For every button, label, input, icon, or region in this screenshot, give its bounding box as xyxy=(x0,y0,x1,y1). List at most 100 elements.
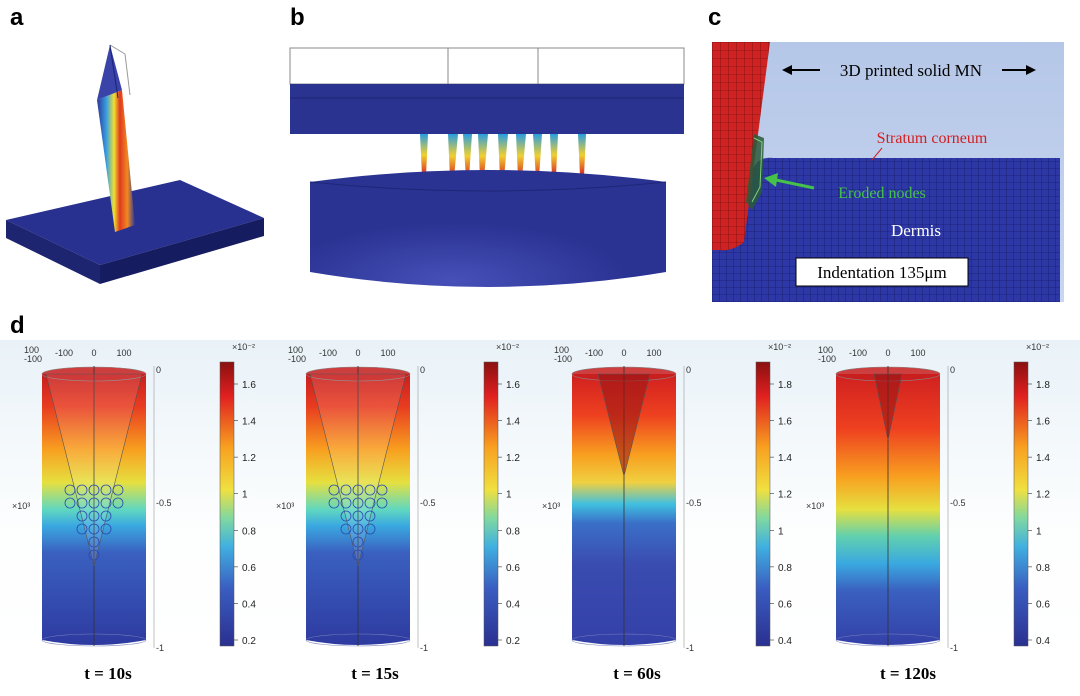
colorbar-multiplier: ×10⁻² xyxy=(496,342,519,352)
particle-mark xyxy=(100,497,112,509)
colorbar-tick-label: 1 xyxy=(242,490,248,501)
particle-mark xyxy=(340,497,352,509)
particle-mark xyxy=(352,510,364,522)
right-tick-label: -1 xyxy=(156,643,164,653)
colorbar xyxy=(755,361,771,647)
colorbar-tick-label: 0.6 xyxy=(506,563,520,574)
time-label-15s: t = 15s xyxy=(351,664,399,683)
colorbar-multiplier: ×10⁻² xyxy=(232,342,255,352)
particle-mark xyxy=(88,510,100,522)
colorbar xyxy=(483,361,499,647)
corner-tick-label: -100 xyxy=(288,354,306,364)
colorbar-tick-label: 0.2 xyxy=(242,636,256,647)
particle-mark xyxy=(88,536,100,548)
corner-tick-label: 100 xyxy=(24,345,39,355)
colorbar-tick-label: 1.2 xyxy=(506,453,520,464)
colorbar-tick-label: 1.2 xyxy=(778,490,792,501)
top-tick-label: 0 xyxy=(355,348,360,358)
particle-mark xyxy=(76,510,88,522)
corner-tick-label: -100 xyxy=(818,354,836,364)
particle-mark xyxy=(76,484,88,496)
top-tick-label: 100 xyxy=(116,348,131,358)
colorbar-tick-label: 1.2 xyxy=(1036,490,1050,501)
particle-mark xyxy=(88,497,100,509)
corner-tick-label: 100 xyxy=(554,345,569,355)
colorbar-tick-label: 0.8 xyxy=(242,526,256,537)
colorbar-tick-label: 1 xyxy=(1036,526,1042,537)
colorbar-tick-label: 1.4 xyxy=(242,417,256,428)
corner-tick-label: -100 xyxy=(554,354,572,364)
microneedle-mesh xyxy=(712,42,770,251)
panel-d-plots: -100 0 100100-1000-0.5-1×10³×10⁻²1.61.41.2… xyxy=(12,342,1050,653)
top-tick-label: -100 xyxy=(585,348,603,358)
y-multiplier: ×10³ xyxy=(12,501,30,511)
particle-mark xyxy=(88,549,100,561)
top-tick-label: -100 xyxy=(849,348,867,358)
upper-plate xyxy=(290,84,684,134)
microneedle-cone xyxy=(45,373,143,567)
label-stratum-corneum: Stratum corneum xyxy=(877,130,988,147)
particle-mark xyxy=(340,510,352,522)
colorbar-tick-label: 0.4 xyxy=(506,599,520,610)
corner-tick-label: -100 xyxy=(24,354,42,364)
label-3d-printed-mn: 3D printed solid MN xyxy=(840,61,982,80)
colorbar-tick-label: 1.2 xyxy=(242,453,256,464)
label-eroded-nodes: Eroded nodes xyxy=(838,185,926,202)
y-multiplier: ×10³ xyxy=(806,501,824,511)
particle-mark xyxy=(364,497,376,509)
top-tick-label: 100 xyxy=(910,348,925,358)
base-right-face xyxy=(100,218,264,284)
colorbar-tick-label: 1.6 xyxy=(778,417,792,428)
particle-mark xyxy=(376,484,388,496)
right-tick-label: -0.5 xyxy=(156,498,172,508)
right-tick-label: 0 xyxy=(686,365,691,375)
colorbar-tick-label: 0.6 xyxy=(778,599,792,610)
base-left-face xyxy=(6,220,100,284)
colorbar-tick-label: 0.6 xyxy=(1036,599,1050,610)
colorbar-multiplier: ×10⁻² xyxy=(1026,342,1049,352)
microneedle-array xyxy=(420,134,586,178)
label-dermis: Dermis xyxy=(891,221,941,240)
skin-cylinder xyxy=(310,170,666,287)
particle-mark xyxy=(328,484,340,496)
time-label-120s: t = 120s xyxy=(880,664,936,683)
panel-b-render xyxy=(289,47,685,287)
particle-mark xyxy=(64,484,76,496)
panel-letter-c: c xyxy=(708,4,722,31)
top-tick-label: -100 xyxy=(319,348,337,358)
top-tick-label: -100 xyxy=(55,348,73,358)
colorbar-tick-label: 1 xyxy=(778,526,784,537)
right-tick-label: -0.5 xyxy=(950,498,966,508)
panel-a-render xyxy=(6,44,264,284)
particle-mark xyxy=(364,484,376,496)
right-tick-label: 0 xyxy=(950,365,955,375)
right-tick-label: -0.5 xyxy=(420,498,436,508)
colorbar-tick-label: 0.6 xyxy=(242,563,256,574)
particle-mark xyxy=(76,497,88,509)
colorbar-tick-label: 0.8 xyxy=(778,563,792,574)
right-tick-label: -1 xyxy=(686,643,694,653)
colorbar-tick-label: 0.4 xyxy=(1036,636,1050,647)
particle-mark xyxy=(364,510,376,522)
right-tick-label: -0.5 xyxy=(686,498,702,508)
top-tick-label: 0 xyxy=(885,348,890,358)
panel-letter-b: b xyxy=(290,4,305,31)
particle-mark xyxy=(100,523,112,535)
colorbar-tick-label: 1.6 xyxy=(242,380,256,391)
particle-mark xyxy=(376,497,388,509)
colorbar xyxy=(1013,361,1029,647)
microneedle-cone xyxy=(597,373,651,477)
particle-mark xyxy=(76,523,88,535)
y-multiplier: ×10³ xyxy=(276,501,294,511)
colorbar-tick-label: 1.4 xyxy=(778,453,792,464)
particle-mark xyxy=(112,497,124,509)
colorbar-tick-label: 1.6 xyxy=(1036,417,1050,428)
particle-mark xyxy=(340,523,352,535)
eroded-nodes xyxy=(746,134,764,210)
corner-tick-label: 100 xyxy=(288,345,303,355)
corner-tick-label: 100 xyxy=(818,345,833,355)
particle-mark xyxy=(352,536,364,548)
particle-mark xyxy=(352,497,364,509)
particle-mark xyxy=(352,549,364,561)
colorbar-tick-label: 1.4 xyxy=(506,417,520,428)
